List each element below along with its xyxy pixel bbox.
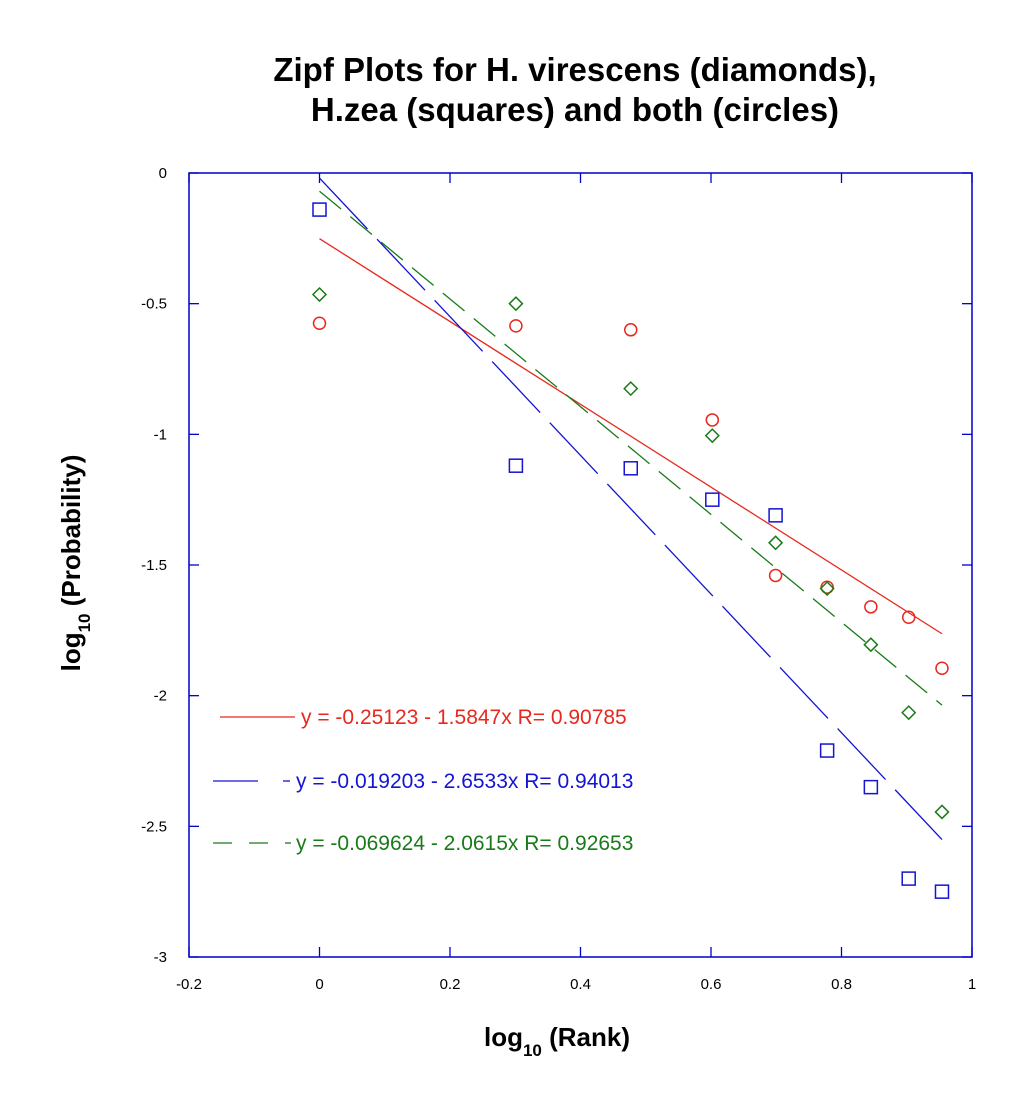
- circle-point-s0-1: [509, 319, 523, 333]
- x-tick-label-6: 1: [968, 976, 976, 993]
- chart-title-line-1: Zipf Plots for H. virescens (diamonds),: [273, 51, 876, 88]
- circle-point-s0-4: [768, 568, 783, 583]
- y-tick-label-6: -3: [154, 949, 167, 966]
- fit-line-2: [319, 190, 943, 706]
- x-axis-label: log10 (Rank): [484, 1022, 630, 1060]
- x-axis-label-subscript: 10: [523, 1041, 542, 1060]
- diamond-point-s2-1: [508, 296, 524, 312]
- y-tick-label-1: -0.5: [141, 296, 167, 313]
- square-point-s1-5: [819, 743, 835, 758]
- y-axis-label-main: log: [56, 632, 86, 671]
- fit-line-1: [319, 177, 943, 840]
- y-tick-label-3: -1.5: [141, 557, 167, 574]
- square-point-s1-1: [508, 458, 524, 473]
- diamond-point-s2-5: [819, 580, 835, 597]
- x-tick-label-2: 0.2: [440, 976, 461, 993]
- y-axis-label-rest: (Probability): [56, 455, 86, 614]
- circle-point-s0-8: [935, 661, 949, 675]
- y-tick-label-5: -2.5: [141, 818, 167, 835]
- y-tick-label-2: -1: [154, 426, 167, 443]
- x-tick-label-1: 0: [315, 976, 323, 993]
- x-tick-label-3: 0.4: [570, 976, 591, 993]
- circle-point-s0-2: [623, 323, 638, 337]
- x-tick-label-0: -0.2: [176, 976, 202, 993]
- diamond-point-s2-3: [704, 428, 720, 444]
- legend-text-1: y = -0.019203 - 2.6533x R= 0.94013: [296, 770, 633, 793]
- y-tick-label-4: -2: [154, 688, 167, 705]
- diamond-point-s2-0: [311, 286, 328, 303]
- fit-line-0: [319, 238, 943, 635]
- square-point-s1-4: [768, 508, 783, 523]
- circle-point-s0-3: [705, 413, 720, 427]
- x-axis-label-main: log: [484, 1022, 523, 1052]
- legend-text-0: y = -0.25123 - 1.5847x R= 0.90785: [301, 706, 627, 729]
- diamond-point-s2-6: [863, 637, 879, 653]
- diamond-point-s2-7: [901, 705, 917, 721]
- square-point-s1-7: [901, 871, 916, 886]
- square-point-s1-6: [863, 779, 879, 795]
- x-tick-label-5: 0.8: [831, 976, 852, 993]
- x-tick-label-4: 0.6: [701, 976, 722, 993]
- diamond-point-s2-8: [934, 804, 950, 820]
- chart-title-line-2: H.zea (squares) and both (circles): [311, 91, 839, 128]
- y-tick-label-0: 0: [159, 165, 167, 182]
- square-point-s1-0: [312, 202, 327, 217]
- circle-point-s0-0: [312, 316, 327, 331]
- y-axis-label-subscript: 10: [75, 613, 94, 632]
- legend-text-2: y = -0.069624 - 2.0615x R= 0.92653: [296, 832, 633, 855]
- circle-point-s0-7: [901, 610, 916, 625]
- plot-area: -0.2 0 0.2 0.4 0.6 0.8 1 0 -0.5 -1 -1.5 -2 -2.5 -3: [141, 165, 976, 993]
- square-point-s1-8: [934, 884, 950, 899]
- circle-point-s0-6: [864, 600, 878, 614]
- legend: y = -0.25123 - 1.5847x R= 0.90785 y = -0.…: [213, 706, 633, 855]
- y-axis-label: log10 (Probability): [56, 455, 94, 672]
- diamond-point-s2-2: [623, 381, 639, 397]
- square-point-s1-2: [623, 461, 638, 476]
- square-point-s1-3: [705, 492, 720, 507]
- diamond-point-s2-4: [768, 535, 784, 551]
- x-axis-label-rest: (Rank): [542, 1022, 630, 1052]
